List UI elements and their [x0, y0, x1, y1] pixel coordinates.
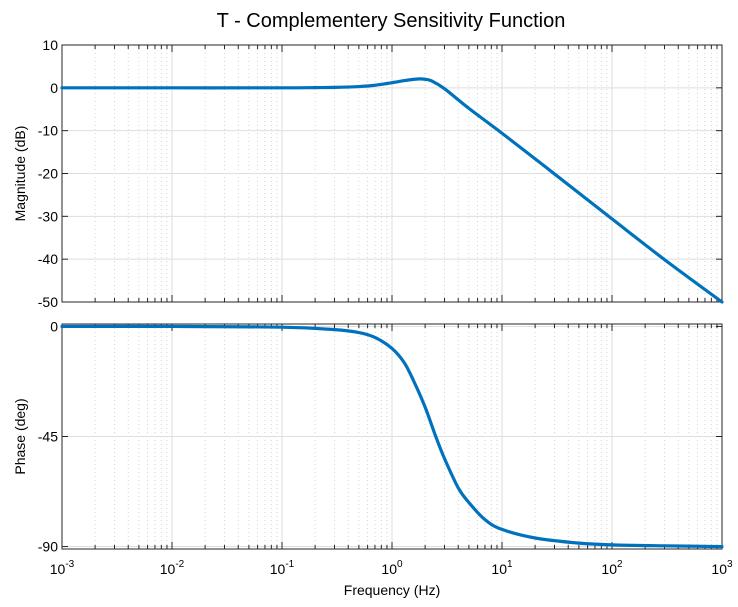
xtick-label-exponent: 0 [397, 559, 403, 570]
xtick-label-base: 10 [270, 561, 286, 577]
xtick-label: 10-3 [50, 559, 75, 577]
xtick-label: 10-2 [160, 559, 185, 577]
mag-ytick-label: -50 [38, 294, 58, 310]
mag-ylabel: Magnitude (dB) [12, 126, 28, 222]
phase-series-line [60, 324, 724, 549]
xtick-label: 101 [491, 559, 513, 577]
mag-ytick-label: -10 [38, 123, 58, 139]
phase-ylabel: Phase (deg) [12, 398, 28, 474]
xtick-label-exponent: 1 [507, 559, 513, 570]
xtick-label-exponent: -2 [175, 559, 184, 570]
mag-series-line [60, 77, 724, 304]
xtick-label-base: 10 [381, 561, 397, 577]
chart-title: T - Complementery Sensitivity Function [217, 10, 566, 32]
phase-axes-box [61, 323, 723, 550]
xtick-label-exponent: -1 [285, 559, 294, 570]
phase-ytick-label: -45 [38, 429, 58, 445]
xtick-label-base: 10 [601, 561, 617, 577]
xtick-label: 100 [381, 559, 403, 577]
xtick-label-exponent: 2 [617, 559, 623, 570]
xtick-label-base: 10 [711, 561, 727, 577]
mag-ytick-label: -40 [38, 251, 58, 267]
xtick-label-base: 10 [50, 561, 66, 577]
xtick-label-base: 10 [160, 561, 176, 577]
mag-ytick-label: 0 [50, 80, 58, 96]
xtick-label: 10-1 [270, 559, 295, 577]
mag-ytick-label: -20 [38, 166, 58, 182]
xtick-label-exponent: -3 [65, 559, 74, 570]
xlabel: Frequency (Hz) [344, 582, 440, 598]
phase-ytick-label: -90 [38, 539, 58, 555]
xtick-label-exponent: 3 [727, 559, 733, 570]
mag-ytick-label: 10 [42, 37, 58, 53]
mag-axes-box [61, 44, 723, 303]
xtick-label-base: 10 [491, 561, 507, 577]
phase-ytick-label: 0 [50, 318, 58, 334]
xtick-label: 102 [601, 559, 623, 577]
xtick-label: 103 [711, 559, 733, 577]
magnitude-panel: 10 0 -10 -20 -30 -40 -50 Magnitude (dB) [12, 37, 724, 310]
mag-ytick-label: -30 [38, 208, 58, 224]
